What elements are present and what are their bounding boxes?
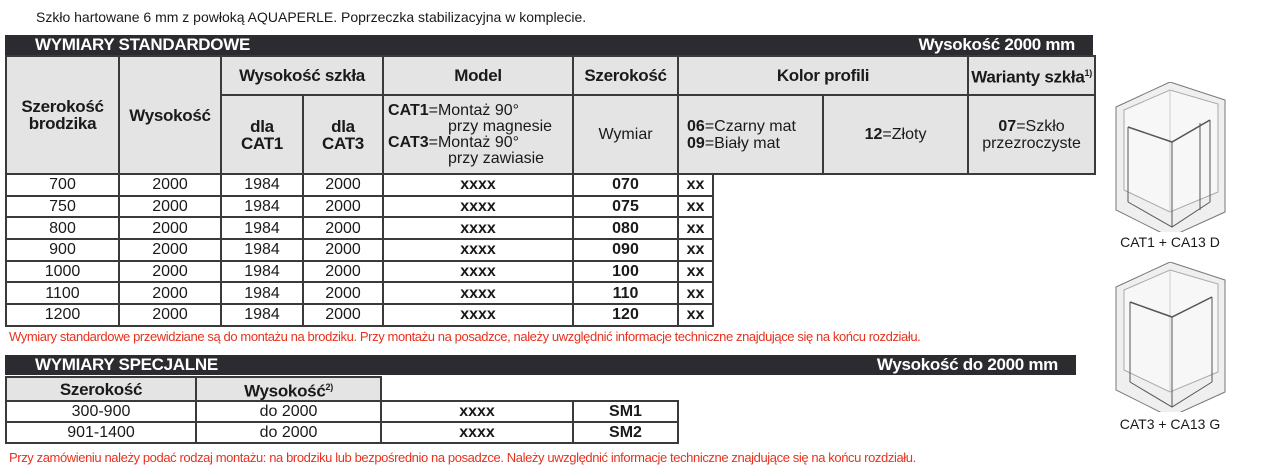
standard-title: WYMIARY STANDARDOWE — [35, 35, 250, 54]
cell-model: xxxx — [382, 173, 574, 197]
header-width: Szerokość — [572, 55, 680, 96]
cell-code: SM2 — [572, 421, 679, 444]
cell-model: xxxx — [382, 216, 574, 241]
cell-height: do 2000 — [195, 400, 382, 423]
special-table: Szerokość Wysokość2) 300-900 do 2000 xxxx S… — [5, 376, 679, 444]
cell-color: xx — [677, 173, 714, 197]
cell-color: xx — [677, 194, 714, 219]
cell-cat1: 1984 — [220, 303, 304, 327]
header-glass-height: Wysokość szkła — [219, 55, 385, 96]
cell-tray: 800 — [5, 216, 120, 241]
cell-cat1: 1984 — [220, 173, 304, 197]
table-row: 1100 2000 1984 2000 xxxx 110 xx — [5, 281, 714, 306]
table-row: 1200 2000 1984 2000 xxxx 120 xx — [5, 303, 714, 327]
cell-color: xx — [677, 259, 714, 284]
cell-height: 2000 — [118, 194, 222, 219]
header-color: Kolor profili — [677, 55, 970, 96]
cell-height: 2000 — [118, 173, 222, 197]
table-row: 900 2000 1984 2000 xxxx 090 xx — [5, 238, 714, 262]
cell-width: 080 — [572, 216, 679, 241]
cell-cat3: 2000 — [302, 173, 384, 197]
header-model: Model — [382, 55, 575, 96]
cell-model: xxxx — [382, 259, 574, 284]
cell-width: 300-900 — [5, 400, 197, 423]
special-title: WYMIARY SPECJALNE — [35, 355, 218, 374]
cell-model: xxxx — [382, 194, 574, 219]
cell-color: xx — [677, 238, 714, 262]
cell-cat3: 2000 — [302, 238, 384, 262]
cell-tray: 1200 — [5, 303, 120, 327]
special-note: Przy zamówieniu należy podać rodzaj mont… — [9, 450, 916, 465]
shower-cat3-ca13g-image — [1115, 262, 1226, 412]
cell-cat3: 2000 — [302, 303, 384, 327]
standard-note: Wymiary standardowe przewidziane są do m… — [9, 329, 921, 344]
cell-height: 2000 — [118, 238, 222, 262]
glass-legend-07: 07=Szkło przezroczyste — [967, 94, 1097, 175]
cell-model: xxxx — [382, 281, 574, 306]
standard-section-bar: WYMIARY STANDARDOWE Wysokość 2000 mm — [5, 35, 1093, 55]
cell-tray: 750 — [5, 194, 120, 219]
cell-cat3: 2000 — [302, 216, 384, 241]
standard-data-table: 700 2000 1984 2000 xxxx 070 xx 750 2000 1984 2000 x… — [5, 173, 714, 327]
cell-color: xx — [677, 216, 714, 241]
cell-cat1: 1984 — [220, 281, 304, 306]
header-for-cat1: dla CAT1 — [220, 94, 304, 175]
color-legend-06-09: 06=Czarny mat 09=Biały mat — [677, 94, 825, 175]
image-caption-1: CAT1 + CA13 D — [1120, 234, 1220, 250]
cell-model: xxxx — [382, 238, 574, 262]
cell-tray: 700 — [5, 173, 120, 197]
cell-width: 075 — [572, 194, 679, 219]
cell-width: 100 — [572, 259, 679, 284]
cell-height: 2000 — [118, 259, 222, 284]
special-height-label: Wysokość do 2000 mm — [876, 355, 1058, 374]
cell-width: 110 — [572, 281, 679, 306]
table-row: 1000 2000 1984 2000 xxxx 100 xx — [5, 259, 714, 284]
cell-color: xx — [677, 281, 714, 306]
header-glass: Warianty szkła1) — [967, 55, 1097, 96]
special-section-bar: WYMIARY SPECJALNE Wysokość do 2000 mm — [5, 355, 1076, 375]
cell-height: 2000 — [118, 303, 222, 327]
table-row: 300-900 do 2000 xxxx SM1 — [5, 400, 679, 423]
cell-tray: 900 — [5, 238, 120, 262]
table-row: 901-1400 do 2000 xxxx SM2 — [5, 421, 679, 444]
cell-cat3: 2000 — [302, 259, 384, 284]
cell-code: SM1 — [572, 400, 679, 423]
cell-width: 090 — [572, 238, 679, 262]
cell-color: xx — [677, 303, 714, 327]
cell-model: xxxx — [380, 421, 574, 444]
shower-cat1-ca13d-image — [1115, 82, 1226, 232]
cell-tray: 1100 — [5, 281, 120, 306]
cell-cat1: 1984 — [220, 216, 304, 241]
special-header-height: Wysokość2) — [195, 376, 382, 402]
image-caption-2: CAT3 + CA13 G — [1119, 416, 1221, 432]
special-header-width: Szerokość — [5, 376, 197, 402]
table-row: 700 2000 1984 2000 xxxx 070 xx — [5, 173, 714, 197]
model-legend: CAT1=Montaż 90° przy magnesie CAT3=Montaż… — [382, 94, 575, 175]
cell-cat3: 2000 — [302, 281, 384, 306]
cell-cat1: 1984 — [220, 259, 304, 284]
header-tray-width: Szerokość brodzika — [5, 55, 120, 175]
cell-cat3: 2000 — [302, 194, 384, 219]
header-dimension: Wymiar — [572, 94, 680, 175]
cell-model: xxxx — [380, 400, 574, 423]
header-height: Wysokość — [118, 55, 222, 175]
table-row: 800 2000 1984 2000 xxxx 080 xx — [5, 216, 714, 241]
standard-table: Szerokość brodzika Wysokość Wysokość szk… — [5, 55, 1097, 175]
cell-width: 070 — [572, 173, 679, 197]
table-row: 750 2000 1984 2000 xxxx 075 xx — [5, 194, 714, 219]
cell-tray: 1000 — [5, 259, 120, 284]
cell-height: 2000 — [118, 216, 222, 241]
cell-cat1: 1984 — [220, 194, 304, 219]
cell-model: xxxx — [382, 303, 574, 327]
cell-height: 2000 — [118, 281, 222, 306]
cell-height: do 2000 — [195, 421, 382, 444]
color-legend-12: 12=Złoty — [822, 94, 970, 175]
cell-cat1: 1984 — [220, 238, 304, 262]
cell-width: 901-1400 — [5, 421, 197, 444]
cell-width: 120 — [572, 303, 679, 327]
header-for-cat3: dla CAT3 — [301, 94, 385, 175]
standard-height-label: Wysokość 2000 mm — [918, 35, 1076, 54]
intro-text: Szkło hartowane 6 mm z powłoką AQUAPERLE… — [36, 9, 587, 25]
